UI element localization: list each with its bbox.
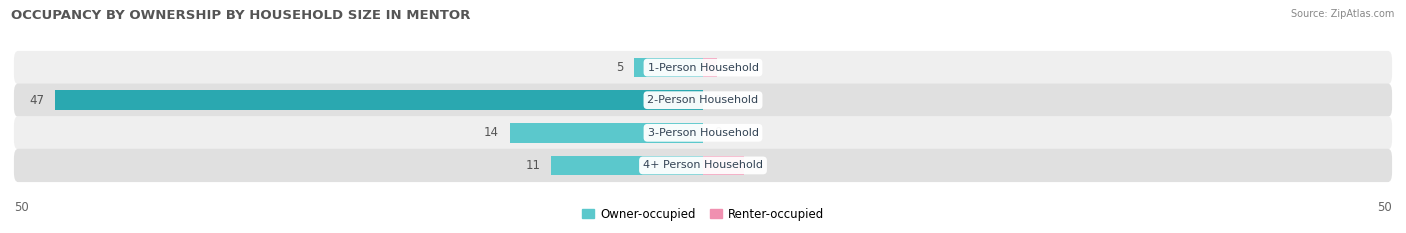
FancyBboxPatch shape bbox=[14, 149, 1392, 182]
Text: 50: 50 bbox=[14, 201, 28, 214]
Text: 0: 0 bbox=[714, 126, 721, 139]
Bar bbox=[634, 58, 703, 77]
Text: 2-Person Household: 2-Person Household bbox=[647, 95, 759, 105]
Text: 11: 11 bbox=[526, 159, 540, 172]
Text: 47: 47 bbox=[30, 94, 45, 107]
Text: Source: ZipAtlas.com: Source: ZipAtlas.com bbox=[1291, 9, 1395, 19]
FancyBboxPatch shape bbox=[14, 51, 1392, 84]
Text: 4+ Person Household: 4+ Person Household bbox=[643, 161, 763, 170]
Bar bbox=[510, 123, 703, 143]
FancyBboxPatch shape bbox=[14, 84, 1392, 117]
Text: 14: 14 bbox=[484, 126, 499, 139]
Text: 1-Person Household: 1-Person Household bbox=[648, 63, 758, 72]
FancyBboxPatch shape bbox=[14, 116, 1392, 149]
Text: OCCUPANCY BY OWNERSHIP BY HOUSEHOLD SIZE IN MENTOR: OCCUPANCY BY OWNERSHIP BY HOUSEHOLD SIZE… bbox=[11, 9, 471, 22]
Legend: Owner-occupied, Renter-occupied: Owner-occupied, Renter-occupied bbox=[578, 203, 828, 225]
Text: 5: 5 bbox=[616, 61, 623, 74]
Bar bbox=[703, 58, 717, 77]
Text: 0: 0 bbox=[714, 94, 721, 107]
Bar bbox=[551, 156, 703, 175]
Text: 50: 50 bbox=[1378, 201, 1392, 214]
Text: 3: 3 bbox=[755, 159, 762, 172]
Bar bbox=[55, 90, 703, 110]
Text: 3-Person Household: 3-Person Household bbox=[648, 128, 758, 138]
Bar bbox=[703, 156, 744, 175]
Text: 1: 1 bbox=[728, 61, 735, 74]
